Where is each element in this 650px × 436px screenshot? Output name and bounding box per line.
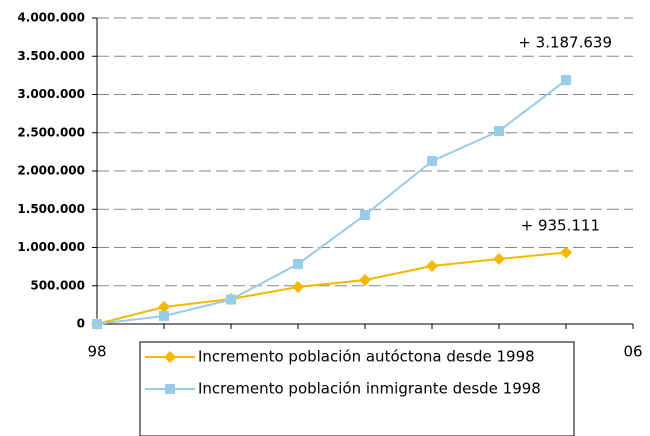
- point: [360, 209, 370, 220]
- point: [226, 294, 236, 305]
- point: [426, 260, 438, 273]
- legend-marker: [164, 351, 176, 363]
- x-tick-label: 06: [623, 343, 642, 361]
- y-tick-label: 500.000: [30, 278, 85, 292]
- x-tick-label: 98: [87, 343, 106, 361]
- point: [494, 125, 504, 136]
- point: [159, 310, 169, 321]
- series-line: [96, 79, 567, 325]
- point: [560, 246, 572, 259]
- legend-box: [139, 341, 575, 436]
- point: [92, 319, 102, 329]
- point: [359, 274, 371, 287]
- y-tick-label: 1.500.000: [17, 202, 85, 216]
- point: [292, 280, 304, 293]
- point: [158, 301, 170, 314]
- y-tick-label: 4.000.000: [17, 11, 85, 25]
- legend-marker: [165, 384, 175, 394]
- y-tick-label: 2.000.000: [17, 164, 85, 178]
- annotation: + 3.187.639: [518, 34, 612, 52]
- y-tick-label: 1.000.000: [17, 240, 85, 254]
- y-tick-label: 0: [77, 317, 85, 331]
- legend-label: Incremento población autóctona desde 199…: [198, 348, 535, 366]
- series-line: [96, 251, 567, 325]
- y-tick-label: 3.500.000: [17, 49, 85, 63]
- y-tick-label: 3.000.000: [17, 87, 85, 101]
- point: [293, 259, 303, 270]
- point: [493, 252, 505, 265]
- point: [561, 75, 571, 86]
- legend-label: Incremento población inmigrante desde 19…: [198, 380, 541, 398]
- point: [427, 156, 437, 167]
- y-tick-label: 2.500.000: [17, 125, 85, 139]
- annotation: + 935.111: [521, 217, 600, 235]
